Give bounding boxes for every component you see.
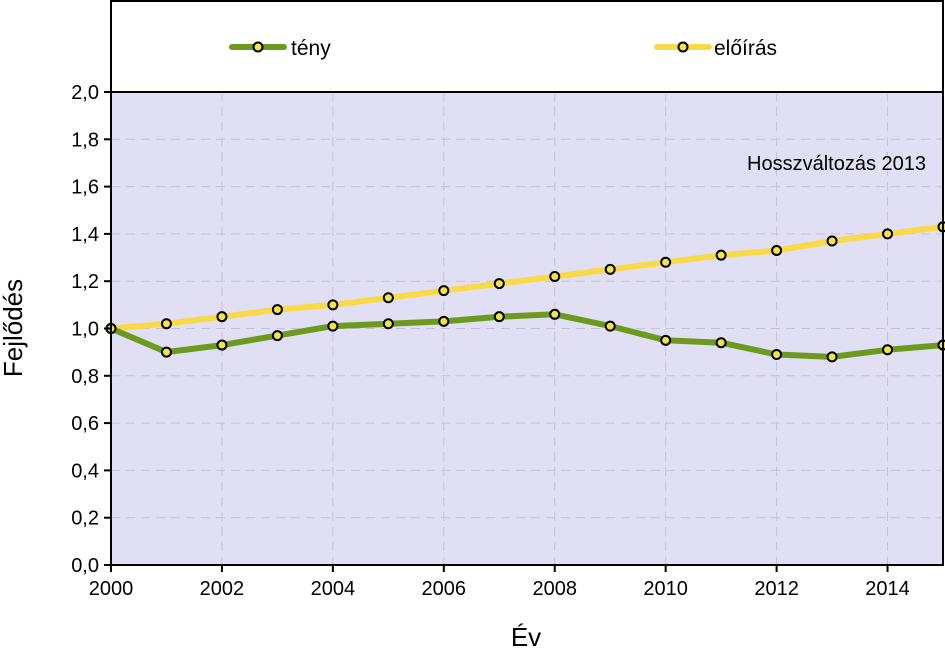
legend-label: tény xyxy=(291,37,331,60)
data-point xyxy=(549,308,561,320)
data-point xyxy=(715,337,727,349)
data-point xyxy=(327,320,339,332)
data-point xyxy=(216,311,228,323)
y-tick-label: 0,6 xyxy=(71,413,99,435)
y-tick-label: 0,2 xyxy=(71,508,99,530)
series-2 xyxy=(105,221,945,334)
x-axis-title: Év xyxy=(511,622,541,652)
data-point xyxy=(660,334,672,346)
data-point xyxy=(382,318,394,330)
data-point xyxy=(771,244,783,256)
y-tick-label: 1,2 xyxy=(71,271,99,293)
legend-marker xyxy=(677,41,689,53)
y-tick-label: 0,0 xyxy=(71,555,99,577)
data-point xyxy=(271,304,283,316)
data-point xyxy=(438,285,450,297)
legend-label: előírás xyxy=(714,37,777,60)
data-point xyxy=(937,221,945,233)
data-point xyxy=(937,339,945,351)
data-point xyxy=(438,315,450,327)
data-point xyxy=(160,346,172,358)
annotation-label: Hosszváltozás 2013 xyxy=(747,153,926,175)
x-tick-label: 2002 xyxy=(200,578,245,600)
legend-item: tény xyxy=(229,37,331,60)
series-line xyxy=(108,311,945,360)
legend-item: előírás xyxy=(654,37,777,60)
data-point xyxy=(549,270,561,282)
data-point xyxy=(715,249,727,261)
data-point xyxy=(826,235,838,247)
x-tick-label: 2014 xyxy=(865,578,910,600)
data-point xyxy=(160,318,172,330)
x-tick-label: 2012 xyxy=(754,578,799,600)
data-point xyxy=(882,228,894,240)
data-point xyxy=(771,349,783,361)
series-line xyxy=(108,223,945,332)
y-tick-label: 1,4 xyxy=(71,224,99,246)
data-point xyxy=(660,256,672,268)
data-point xyxy=(327,299,339,311)
series-layer xyxy=(105,221,945,363)
y-tick-label: 1,6 xyxy=(71,177,99,199)
x-tick-label: 2010 xyxy=(643,578,688,600)
data-point xyxy=(604,263,616,275)
grid-lines xyxy=(111,92,943,565)
y-tick-label: 0,4 xyxy=(71,460,99,482)
x-tick-label: 2004 xyxy=(311,578,356,600)
y-tick-label: 1,0 xyxy=(71,319,99,341)
legend: tény előírás xyxy=(229,37,777,60)
x-tick-label: 2000 xyxy=(89,578,134,600)
data-point xyxy=(382,292,394,304)
y-tick-label: 2,0 xyxy=(71,82,99,104)
y-tick-label: 1,8 xyxy=(71,129,99,151)
data-point xyxy=(493,278,505,290)
y-tick-label: 0,8 xyxy=(71,366,99,388)
data-point xyxy=(826,351,838,363)
y-axis: 0,0 0,2 0,4 0,6 0,8 1,0 1,2 1,4 1,6 1,8 2,0 xyxy=(71,82,111,577)
data-point xyxy=(493,311,505,323)
x-axis: 2000 2002 2004 2006 2008 2010 2012 2014 xyxy=(89,565,910,600)
data-point xyxy=(604,320,616,332)
y-axis-title: Fejlődés xyxy=(0,279,28,377)
data-point xyxy=(271,330,283,342)
x-tick-label: 2008 xyxy=(532,578,577,600)
x-tick-label: 2006 xyxy=(422,578,467,600)
data-point xyxy=(216,339,228,351)
data-point xyxy=(882,344,894,356)
legend-marker xyxy=(252,41,264,53)
